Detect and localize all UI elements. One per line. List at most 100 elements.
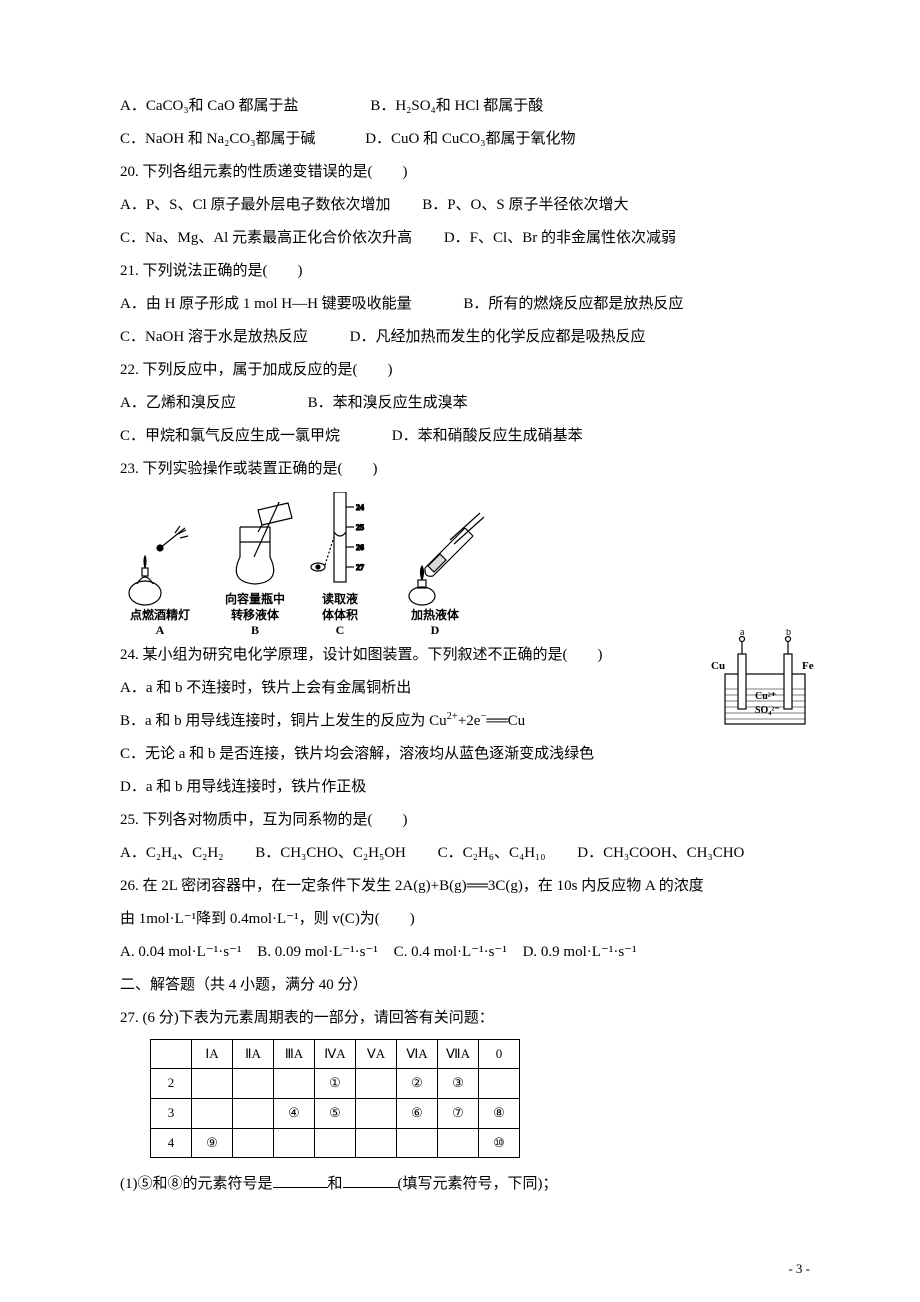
pt-r0c2 — [233, 1069, 274, 1099]
q21-optA: A．由 H 原子形成 1 mol H—H 键要吸收能量 — [120, 288, 412, 321]
q22-optC: C．甲烷和氯气反应生成一氯甲烷 — [120, 420, 340, 453]
q21-optD: D．凡经加热而发生的化学反应都是吸热反应 — [350, 329, 646, 345]
q21-stem: 21. 下列说法正确的是( ) — [120, 255, 810, 288]
diag-b: b — [786, 629, 791, 638]
fig-D: 加热液体 D — [380, 508, 490, 639]
pt-r0c3 — [274, 1069, 315, 1099]
pt-r1c8: ⑧ — [479, 1098, 520, 1128]
svg-text:27: 27 — [356, 563, 364, 572]
fig-D-label2: D — [431, 623, 440, 639]
blank-2 — [343, 1172, 398, 1188]
pt-r1c2 — [233, 1098, 274, 1128]
pt-row-3: 3 ④ ⑤ ⑥ ⑦ ⑧ — [151, 1098, 520, 1128]
pt-r0c1 — [192, 1069, 233, 1099]
volumetric-flask-icon — [210, 502, 300, 592]
pt-r2c2 — [233, 1128, 274, 1158]
q19-row1: A．CaCO₃和 CaO 都属于盐 B．H₂SO₄和 HCl 都属于酸 — [120, 90, 810, 123]
q20-optA: A．P、S、Cl 原子最外层电子数依次增加 — [120, 189, 390, 222]
q19-optB: B．H₂SO₄和 HCl 都属于酸 — [370, 98, 543, 114]
svg-text:25: 25 — [356, 523, 364, 532]
q19-optC: C．NaOH 和 Na₂CO₃都属于碱 — [120, 123, 315, 156]
pt-r0c6: ② — [397, 1069, 438, 1099]
fig-B-label2: B — [251, 623, 259, 639]
pt-h3: ⅢA — [274, 1039, 315, 1069]
q27-sub1b: 和 — [328, 1176, 343, 1192]
electrochem-diagram: a b Cu Fe Cu²⁺ SO₄²⁻ — [710, 629, 820, 752]
diag-fe: Fe — [802, 660, 814, 672]
pt-h4: ⅣA — [315, 1039, 356, 1069]
q24-optB: B．a 和 b 用导线连接时，铜片上发生的反应为 Cu2++2e−══Cu — [120, 705, 810, 738]
q24-optB-pre: B．a 和 b 用导线连接时，铜片上发生的反应为 Cu — [120, 713, 447, 729]
q22-optD: D．苯和硝酸反应生成硝基苯 — [392, 428, 583, 444]
q19-row2: C．NaOH 和 Na₂CO₃都属于碱 D．CuO 和 CuCO₃都属于氧化物 — [120, 123, 810, 156]
pt-r0c4: ① — [315, 1069, 356, 1099]
pt-r1c3: ④ — [274, 1098, 315, 1128]
fig-D-label1: 加热液体 — [411, 608, 459, 624]
fig-C-label15: 体体积 — [322, 608, 358, 624]
q24-optB-mid: +2e — [458, 713, 481, 729]
pt-r0c5 — [356, 1069, 397, 1099]
pt-r2c6 — [397, 1128, 438, 1158]
q22-row1: A．乙烯和溴反应 B．苯和溴反应生成溴苯 — [120, 387, 810, 420]
q21-optC: C．NaOH 溶于水是放热反应 — [120, 321, 308, 354]
q25-optC: C．C₂H₆、C₄H₁₀ — [438, 837, 546, 870]
pt-r2c1: ⑨ — [192, 1128, 233, 1158]
q20-optD: D．F、Cl、Br 的非金属性依次减弱 — [444, 230, 676, 246]
fig-B-label1: 向容量瓶中 — [225, 592, 285, 608]
pt-r2c8: ⑩ — [479, 1128, 520, 1158]
fig-B: 向容量瓶中 转移液体 B — [210, 502, 300, 639]
pt-r2c7 — [438, 1128, 479, 1158]
q21-row1: A．由 H 原子形成 1 mol H—H 键要吸收能量 B．所有的燃烧反应都是放… — [120, 288, 810, 321]
q25-opts: A．C₂H₄、C₂H₂ B．CH₃CHO、C₂H₅OH C．C₂H₆、C₄H₁₀… — [120, 837, 810, 870]
svg-text:24: 24 — [356, 503, 364, 512]
q26-optC: C. 0.4 mol·L⁻¹·s⁻¹ — [394, 936, 507, 969]
pt-r1c5 — [356, 1098, 397, 1128]
pt-r2c0: 4 — [151, 1128, 192, 1158]
pt-r1c7: ⑦ — [438, 1098, 479, 1128]
pt-h0 — [151, 1039, 192, 1069]
q27-sub1c: (填写元素符号，下同)； — [398, 1176, 558, 1192]
diag-a: a — [740, 629, 745, 638]
q20-row1: A．P、S、Cl 原子最外层电子数依次增加 B．P、O、S 原子半径依次增大 — [120, 189, 810, 222]
pt-row-2: 2 ① ② ③ — [151, 1069, 520, 1099]
q25-optB: B．CH₃CHO、C₂H₅OH — [255, 837, 406, 870]
q25-optD: D．CH₃COOH、CH₃CHO — [577, 845, 744, 861]
diag-cu2: Cu²⁺ — [755, 691, 776, 702]
q23-figures: 点燃酒精灯 A 向容量瓶中 转移液体 B — [120, 492, 810, 639]
pt-r0c0: 2 — [151, 1069, 192, 1099]
pt-r0c7: ③ — [438, 1069, 479, 1099]
q20-row2: C．Na、Mg、Al 元素最高正化合价依次升高 D．F、Cl、Br 的非金属性依… — [120, 222, 810, 255]
q27-stem: 27. (6 分)下表为元素周期表的一部分，请回答有关问题： — [120, 1002, 810, 1035]
q22-optA: A．乙烯和溴反应 — [120, 387, 236, 420]
pt-header-row: ⅠA ⅡA ⅢA ⅣA ⅤA ⅥA ⅦA 0 — [151, 1039, 520, 1069]
q24-optA: A．a 和 b 不连接时，铁片上会有金属铜析出 — [120, 672, 810, 705]
fig-C-label2: C — [336, 623, 345, 639]
pt-r1c0: 3 — [151, 1098, 192, 1128]
q26-stem1: 26. 在 2L 密闭容器中，在一定条件下发生 2A(g)+B(g)══3C(g… — [120, 870, 810, 903]
pt-r1c1 — [192, 1098, 233, 1128]
q25-optA: A．C₂H₄、C₂H₂ — [120, 837, 223, 870]
pt-h2: ⅡA — [233, 1039, 274, 1069]
fig-A: 点燃酒精灯 A — [120, 518, 200, 639]
q19-optD: D．CuO 和 CuCO₃都属于氧化物 — [365, 131, 575, 147]
page-number: - 3 - — [0, 1241, 920, 1277]
q21-optB: B．所有的燃烧反应都是放热反应 — [463, 296, 683, 312]
q19-optA: A．CaCO₃和 CaO 都属于盐 — [120, 90, 299, 123]
section2-title: 二、解答题（共 4 小题，满分 40 分） — [120, 969, 810, 1002]
q20-optC: C．Na、Mg、Al 元素最高正化合价依次升高 — [120, 222, 412, 255]
q21-row2: C．NaOH 溶于水是放热反应 D．凡经加热而发生的化学反应都是吸热反应 — [120, 321, 810, 354]
pt-r2c3 — [274, 1128, 315, 1158]
pt-h7: ⅦA — [438, 1039, 479, 1069]
pt-r1c4: ⑤ — [315, 1098, 356, 1128]
pt-r0c8 — [479, 1069, 520, 1099]
q27-sub1a: (1)⑤和⑧的元素符号是 — [120, 1176, 273, 1192]
burette-icon: 24 25 26 27 — [310, 492, 370, 592]
q20-optB: B．P、O、S 原子半径依次增大 — [422, 197, 628, 213]
pt-r2c4 — [315, 1128, 356, 1158]
pt-r1c6: ⑥ — [397, 1098, 438, 1128]
fig-C-label1: 读取液 — [322, 592, 358, 608]
q26-stem2: 由 1mol·L⁻¹降到 0.4mol·L⁻¹，则 v(C)为( ) — [120, 903, 810, 936]
pt-h5: ⅤA — [356, 1039, 397, 1069]
blank-1 — [273, 1172, 328, 1188]
q22-row2: C．甲烷和氯气反应生成一氯甲烷 D．苯和硝酸反应生成硝基苯 — [120, 420, 810, 453]
